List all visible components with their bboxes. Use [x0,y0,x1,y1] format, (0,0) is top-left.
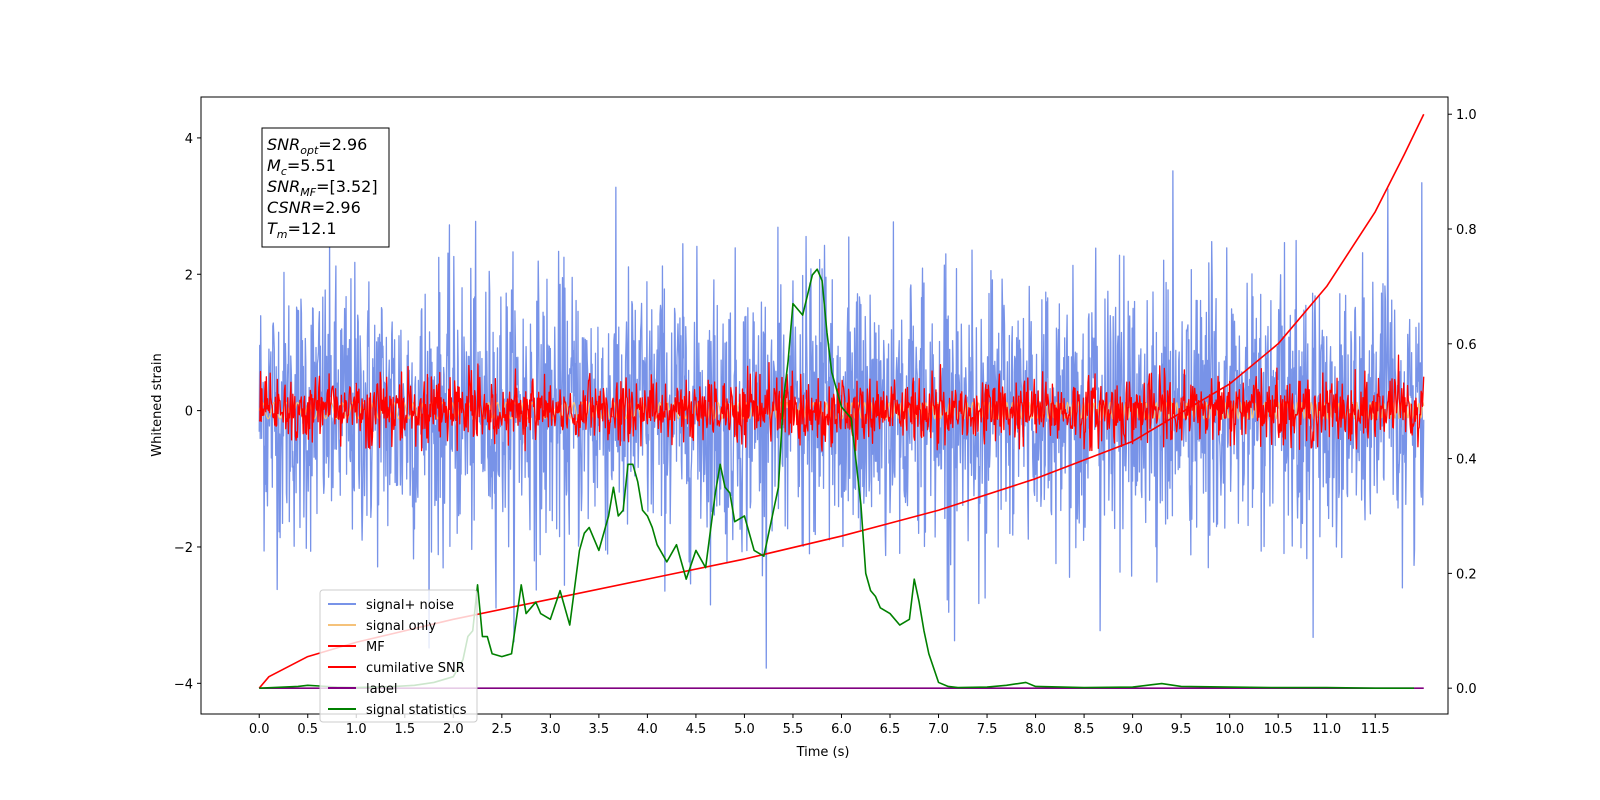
x-tick-label: 6.5 [880,722,901,737]
x-tick-label: 10.5 [1264,722,1293,737]
legend-label: MF [366,640,385,655]
x-tick-label: 4.5 [686,722,707,737]
x-tick-label: 11.0 [1312,722,1341,737]
x-tick-label: 0.5 [297,722,318,737]
mf-line [258,354,1425,452]
x-axis-title: Time (s) [796,745,850,760]
x-tick-label: 6.0 [831,722,852,737]
annotation-line: Mc=5.51 [267,156,336,178]
legend-label: signal+ noise [366,598,454,613]
annotation-line: SNRMF=[3.52] [267,177,378,199]
x-tick-label: 2.5 [491,722,512,737]
y-right-tick-label: 1.0 [1456,108,1477,123]
y-left-tick-label: 0 [185,405,193,420]
x-tick-label: 9.5 [1171,722,1192,737]
x-tick-label: 3.0 [540,722,561,737]
signal-statistics-line [259,268,1415,689]
x-tick-label: 3.5 [589,722,610,737]
x-tick-label: 8.5 [1074,722,1095,737]
x-tick-label: 10.0 [1215,722,1244,737]
y-right-tick-label: 0.0 [1456,682,1477,697]
y-left-tick-label: −4 [174,677,193,692]
x-axis: 0.0 0.5 1.0 1.5 2.0 2.5 3.0 3.5 4.0 4.5 5.0 5.5 6.0 6… [249,714,1390,737]
legend: signal+ noise signal only MF cumilative SNR… [319,589,478,723]
axes-frame [200,96,1449,715]
x-tick-label: 2.0 [443,722,464,737]
annotation-line: CSNR=2.96 [267,198,361,217]
x-tick-label: 9.0 [1122,722,1143,737]
y-axis-left-title: Whitened strain [150,353,165,456]
y-right-tick-label: 0.8 [1456,223,1477,238]
y-left-tick-label: 4 [185,132,193,147]
y-right-tick-label: 0.4 [1456,453,1477,468]
x-tick-label: 4.0 [637,722,658,737]
legend-label: signal statistics [366,703,467,718]
legend-label: cumilative SNR [366,661,465,676]
y-axis-right: 0.0 0.2 0.4 0.6 0.8 1.0 [1448,108,1477,697]
y-right-tick-label: 0.2 [1456,567,1477,582]
legend-label: label [366,682,397,697]
x-tick-label: 5.5 [783,722,804,737]
series-signal-statistics [259,268,1415,689]
y-right-tick-label: 0.6 [1456,338,1477,353]
y-left-tick-label: 2 [185,268,193,283]
legend-frame [319,589,478,723]
x-tick-label: 1.0 [346,722,367,737]
x-tick-label: 7.5 [977,722,998,737]
y-left-tick-label: −2 [174,541,193,556]
x-tick-label: 1.5 [394,722,415,737]
annotation-line: Tm=12.1 [267,219,337,241]
annotation-line: SNRopt=2.96 [267,135,367,157]
x-tick-label: 0.0 [249,722,270,737]
annotation-frame [261,127,390,248]
y-axis-left: −4 −2 0 2 4 [174,132,201,692]
x-tick-label: 11.5 [1361,722,1390,737]
series-mf [258,354,1425,452]
x-tick-label: 8.0 [1025,722,1046,737]
legend-label: signal only [366,619,436,634]
x-tick-label: 7.0 [928,722,949,737]
x-tick-label: 5.0 [734,722,755,737]
